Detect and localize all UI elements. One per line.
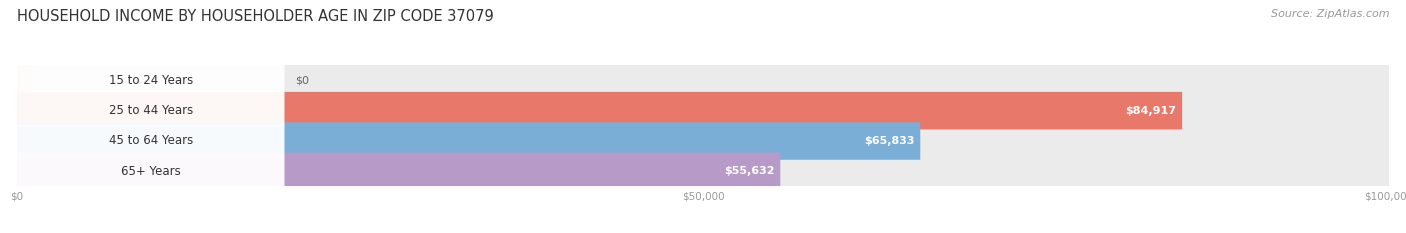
FancyBboxPatch shape [17,92,1182,130]
FancyBboxPatch shape [17,57,1389,104]
Text: Source: ZipAtlas.com: Source: ZipAtlas.com [1271,9,1389,19]
FancyBboxPatch shape [17,117,1389,164]
Text: $84,917: $84,917 [1126,106,1177,116]
FancyBboxPatch shape [17,87,1389,134]
FancyBboxPatch shape [17,62,34,99]
Text: 45 to 64 Years: 45 to 64 Years [108,134,193,147]
Text: $55,632: $55,632 [724,166,775,176]
Text: 25 to 44 Years: 25 to 44 Years [108,104,193,117]
FancyBboxPatch shape [17,156,284,187]
FancyBboxPatch shape [17,152,780,190]
FancyBboxPatch shape [17,126,284,156]
FancyBboxPatch shape [17,95,284,126]
FancyBboxPatch shape [17,65,284,96]
FancyBboxPatch shape [17,122,921,160]
Text: $65,833: $65,833 [865,136,915,146]
Text: HOUSEHOLD INCOME BY HOUSEHOLDER AGE IN ZIP CODE 37079: HOUSEHOLD INCOME BY HOUSEHOLDER AGE IN Z… [17,9,494,24]
Text: 15 to 24 Years: 15 to 24 Years [108,74,193,87]
Text: $0: $0 [295,75,309,85]
Text: 65+ Years: 65+ Years [121,165,180,178]
FancyBboxPatch shape [17,148,1389,195]
